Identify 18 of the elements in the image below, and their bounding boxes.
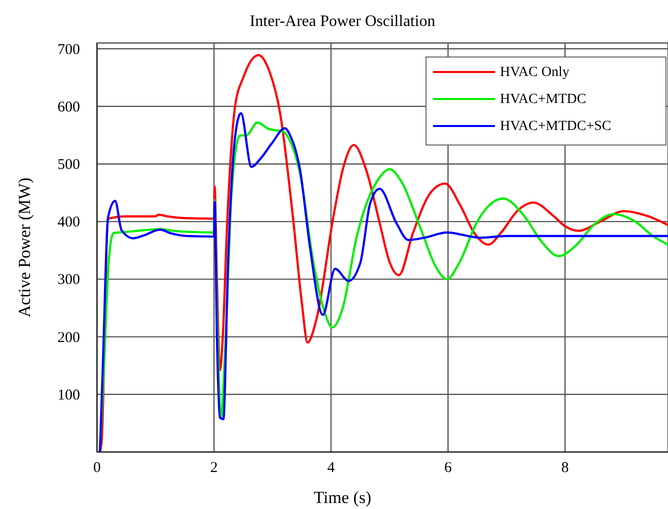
y-tick-label: 100 xyxy=(58,387,80,404)
legend-label: HVAC+MTDC xyxy=(500,92,586,107)
x-tick-label: 0 xyxy=(93,460,101,476)
y-tick-label: 200 xyxy=(58,330,80,346)
y-tick-label: 600 xyxy=(58,99,80,116)
chart-title: Inter-Area Power Oscillation xyxy=(250,13,436,30)
x-tick-label: 4 xyxy=(327,460,336,476)
legend-label: HVAC+MTDC+SC xyxy=(500,119,612,134)
y-tick-label: 300 xyxy=(58,272,80,288)
x-tick-label: 6 xyxy=(444,460,452,476)
y-axis-title: Active Power (MW) xyxy=(15,178,34,318)
x-tick-label: 8 xyxy=(561,460,569,476)
y-tick-label: 500 xyxy=(58,156,80,173)
x-axis-title: Time (s) xyxy=(314,488,372,507)
y-tick-label: 700 xyxy=(58,42,80,58)
legend-label: HVAC Only xyxy=(500,65,570,80)
y-tick-label: 400 xyxy=(58,214,80,231)
x-tick-label: 2 xyxy=(210,460,218,476)
